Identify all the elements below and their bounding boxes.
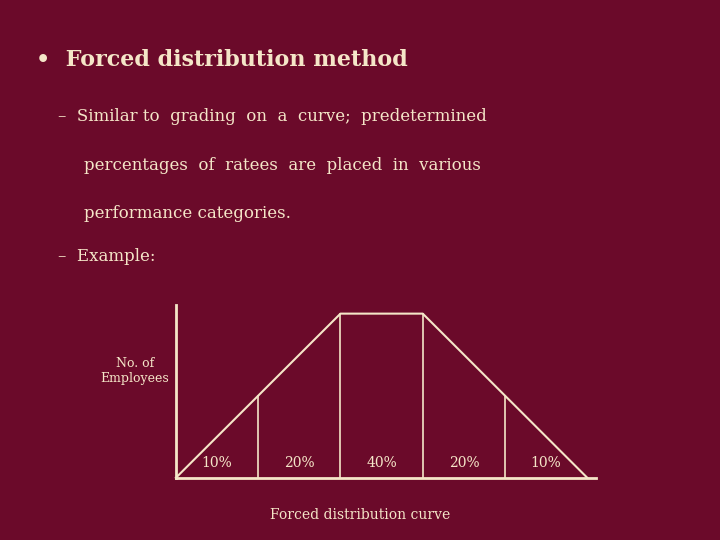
Text: No. of
Employees: No. of Employees xyxy=(100,357,169,385)
Text: 10%: 10% xyxy=(202,456,233,470)
Text: –  Example:: – Example: xyxy=(58,248,155,265)
Text: 40%: 40% xyxy=(366,456,397,470)
Text: 20%: 20% xyxy=(449,456,480,470)
Text: •  Forced distribution method: • Forced distribution method xyxy=(36,49,408,71)
Text: 20%: 20% xyxy=(284,456,315,470)
Text: percentages  of  ratees  are  placed  in  various: percentages of ratees are placed in vari… xyxy=(84,157,480,173)
Text: –  Similar to  grading  on  a  curve;  predetermined: – Similar to grading on a curve; predete… xyxy=(58,108,486,125)
Text: performance categories.: performance categories. xyxy=(84,205,290,222)
Text: 10%: 10% xyxy=(531,456,562,470)
Text: Forced distribution curve: Forced distribution curve xyxy=(270,508,450,522)
